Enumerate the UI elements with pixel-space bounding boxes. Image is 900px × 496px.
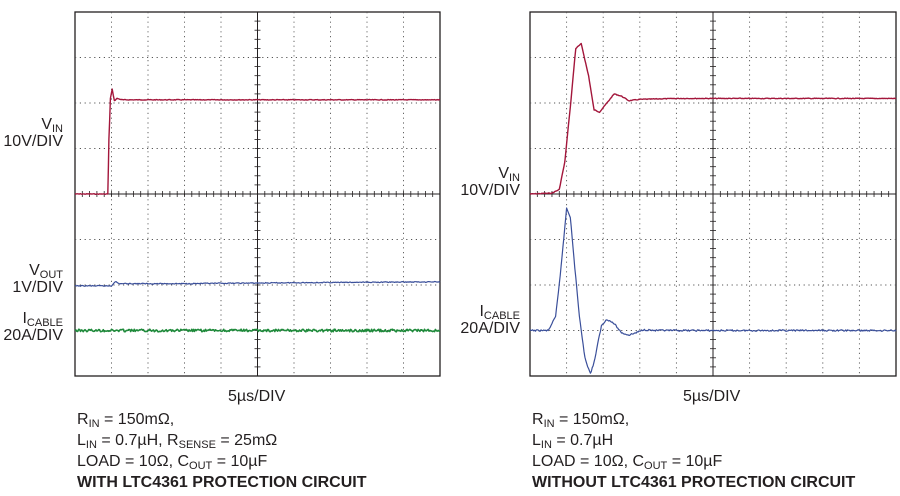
trace-vout [74, 280, 441, 287]
icable-label: ICABLE 20A/DIV [460, 303, 520, 337]
caption-title: WITHOUT LTC4361 PROTECTION CIRCUIT [532, 474, 856, 491]
caption-title: WITH LTC4361 PROTECTION CIRCUIT [77, 474, 367, 491]
trace-vin [75, 88, 441, 195]
trace-icable [74, 328, 441, 333]
vin-label: VIN 10V/DIV [460, 165, 520, 199]
x-axis-label: 5µs/DIV [228, 388, 286, 405]
vout-label: VOUT 1V/DIV [12, 262, 63, 296]
oscilloscope-grid-left [74, 11, 441, 377]
trace-vin [530, 42, 897, 195]
x-axis-label: 5µs/DIV [683, 388, 741, 405]
graticule [75, 12, 440, 376]
oscilloscope-grid-right [529, 11, 897, 377]
test-conditions-caption: RIN = 150mΩ, LIN = 0.7µH LOAD = 10Ω, COU… [532, 411, 856, 491]
test-conditions-caption: RIN = 150mΩ, LIN = 0.7µH, RSENSE = 25mΩ … [77, 411, 367, 491]
scope-panel-without-protection: VIN 10V/DIV ICABLE 20A/DIV 5µs/DIV RIN =… [450, 0, 900, 496]
vin-label: VIN 10V/DIV [3, 116, 63, 150]
trace-icable [529, 207, 897, 374]
scope-panel-with-protection: VIN 10V/DIV VOUT 1V/DIV ICABLE 20A/DIV 5… [3, 11, 441, 491]
icable-label: ICABLE 20A/DIV [3, 310, 63, 344]
